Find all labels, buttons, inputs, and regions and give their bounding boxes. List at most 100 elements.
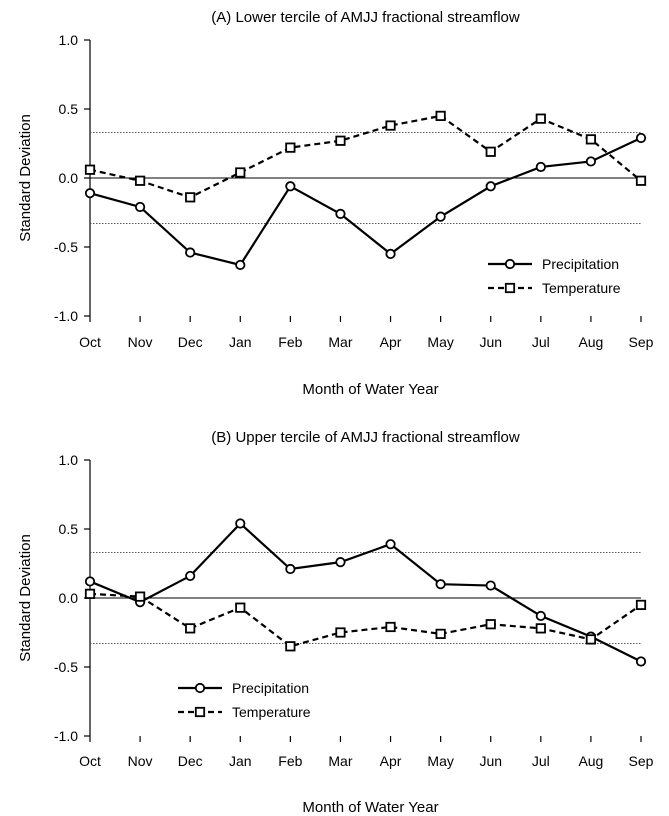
legend-square-marker — [194, 706, 206, 718]
x-tick-label: May — [427, 753, 453, 769]
precipitation-point — [185, 247, 196, 258]
x-tick-label: Mar — [328, 334, 352, 350]
y-tick-label: 1.0 — [59, 452, 79, 468]
x-tick-label: Nov — [128, 334, 153, 350]
precipitation-point — [635, 656, 647, 667]
series-line-temperature — [89, 592, 642, 648]
x-tick-label: Feb — [278, 334, 302, 350]
panel-a: (A) Lower tercile of AMJJ fractional str… — [17, 9, 654, 398]
precipitation-point — [285, 563, 296, 575]
y-tick-label: -1.0 — [54, 728, 78, 744]
legend: Precipitation Temperature — [488, 256, 621, 296]
panel-title: (B) Upper tercile of AMJJ fractional str… — [211, 429, 520, 446]
x-tick-label: Jan — [229, 334, 252, 350]
precipitation-point — [385, 539, 396, 550]
x-tick-label: Oct — [79, 334, 101, 350]
legend-square-marker — [504, 282, 516, 294]
x-tick-label: Apr — [380, 334, 402, 350]
x-axis-label: Month of Water Year — [302, 381, 438, 398]
legend-label: Precipitation — [232, 680, 309, 696]
precipitation-point — [535, 161, 546, 173]
x-tick-label: Jun — [479, 753, 502, 769]
precipitation-point — [635, 132, 647, 144]
precipitation-point — [435, 579, 446, 590]
x-tick-label: Apr — [380, 753, 402, 769]
temperature-point — [84, 164, 96, 175]
precipitation-point — [185, 570, 196, 582]
temperature-point — [185, 192, 196, 203]
temperature-point — [485, 146, 496, 157]
x-axis-label: Month of Water Year — [302, 799, 438, 816]
x-tick-label: Aug — [578, 334, 603, 350]
temperature-point — [285, 641, 296, 652]
legend-label: Temperature — [232, 704, 311, 720]
temperature-point — [435, 628, 446, 639]
precipitation-point — [335, 557, 346, 568]
x-tick-label: Dec — [178, 334, 203, 350]
precipitation-point — [84, 188, 96, 199]
temperature-point — [385, 120, 396, 131]
x-tick-label: Jul — [532, 753, 550, 769]
precipitation-point — [285, 181, 296, 192]
y-tick-label: -1.0 — [54, 308, 78, 324]
precipitation-point — [84, 576, 96, 587]
y-tick-label: -0.5 — [54, 659, 78, 675]
temperature-point — [635, 599, 647, 611]
temperature-point — [335, 627, 346, 638]
temperature-point — [435, 110, 446, 121]
precipitation-point — [585, 156, 597, 167]
series-line-precipitation — [89, 521, 642, 663]
temperature-point — [335, 135, 346, 146]
series-line-temperature — [89, 114, 642, 199]
precipitation-point — [235, 518, 246, 529]
precipitation-point — [335, 208, 346, 219]
y-tick-label: 1.0 — [59, 32, 79, 48]
y-tick-label: 0.5 — [59, 521, 79, 537]
x-tick-label: Dec — [178, 753, 203, 769]
precipitation-point — [235, 259, 246, 271]
panel-b: (B) Upper tercile of AMJJ fractional str… — [17, 429, 654, 816]
x-tick-label: Sep — [629, 334, 654, 350]
x-tick-label: May — [427, 334, 453, 350]
y-tick-label: -0.5 — [54, 239, 78, 255]
y-tick-label: 0.5 — [59, 101, 79, 117]
x-tick-label: Mar — [328, 753, 352, 769]
y-tick-label: 0.0 — [59, 170, 79, 186]
temperature-point — [535, 623, 546, 634]
temperature-point — [134, 591, 146, 602]
x-tick-label: Sep — [629, 753, 654, 769]
temperature-point — [235, 167, 246, 178]
temperature-point — [535, 113, 546, 124]
temperature-point — [385, 621, 396, 633]
temperature-point — [485, 619, 496, 630]
legend-circle-marker — [194, 682, 206, 694]
legend-label: Temperature — [542, 280, 621, 296]
x-tick-label: Oct — [79, 753, 101, 769]
precipitation-point — [535, 610, 546, 622]
x-tick-label: Feb — [278, 753, 302, 769]
temperature-point — [585, 134, 597, 145]
y-axis-label: Standard Deviation — [17, 534, 34, 662]
temperature-point — [585, 634, 597, 645]
panel-title: (A) Lower tercile of AMJJ fractional str… — [211, 9, 520, 26]
precipitation-point — [485, 181, 496, 192]
x-tick-label: Jan — [229, 753, 252, 769]
precipitation-point — [134, 201, 146, 213]
y-tick-label: 0.0 — [59, 590, 79, 606]
temperature-point — [635, 175, 647, 186]
legend-circle-marker — [504, 258, 516, 270]
x-tick-label: Aug — [578, 753, 603, 769]
y-axis-label: Standard Deviation — [17, 114, 34, 242]
legend-label: Precipitation — [542, 256, 619, 272]
x-tick-label: Nov — [128, 753, 153, 769]
series-line-precipitation — [89, 136, 642, 267]
temperature-point — [235, 602, 246, 613]
x-tick-label: Jun — [479, 334, 502, 350]
precipitation-point — [385, 248, 396, 259]
temperature-point — [84, 588, 96, 599]
temperature-point — [185, 623, 196, 634]
temperature-point — [285, 142, 296, 153]
x-tick-label: Jul — [532, 334, 550, 350]
legend: Precipitation Temperature — [178, 680, 311, 720]
